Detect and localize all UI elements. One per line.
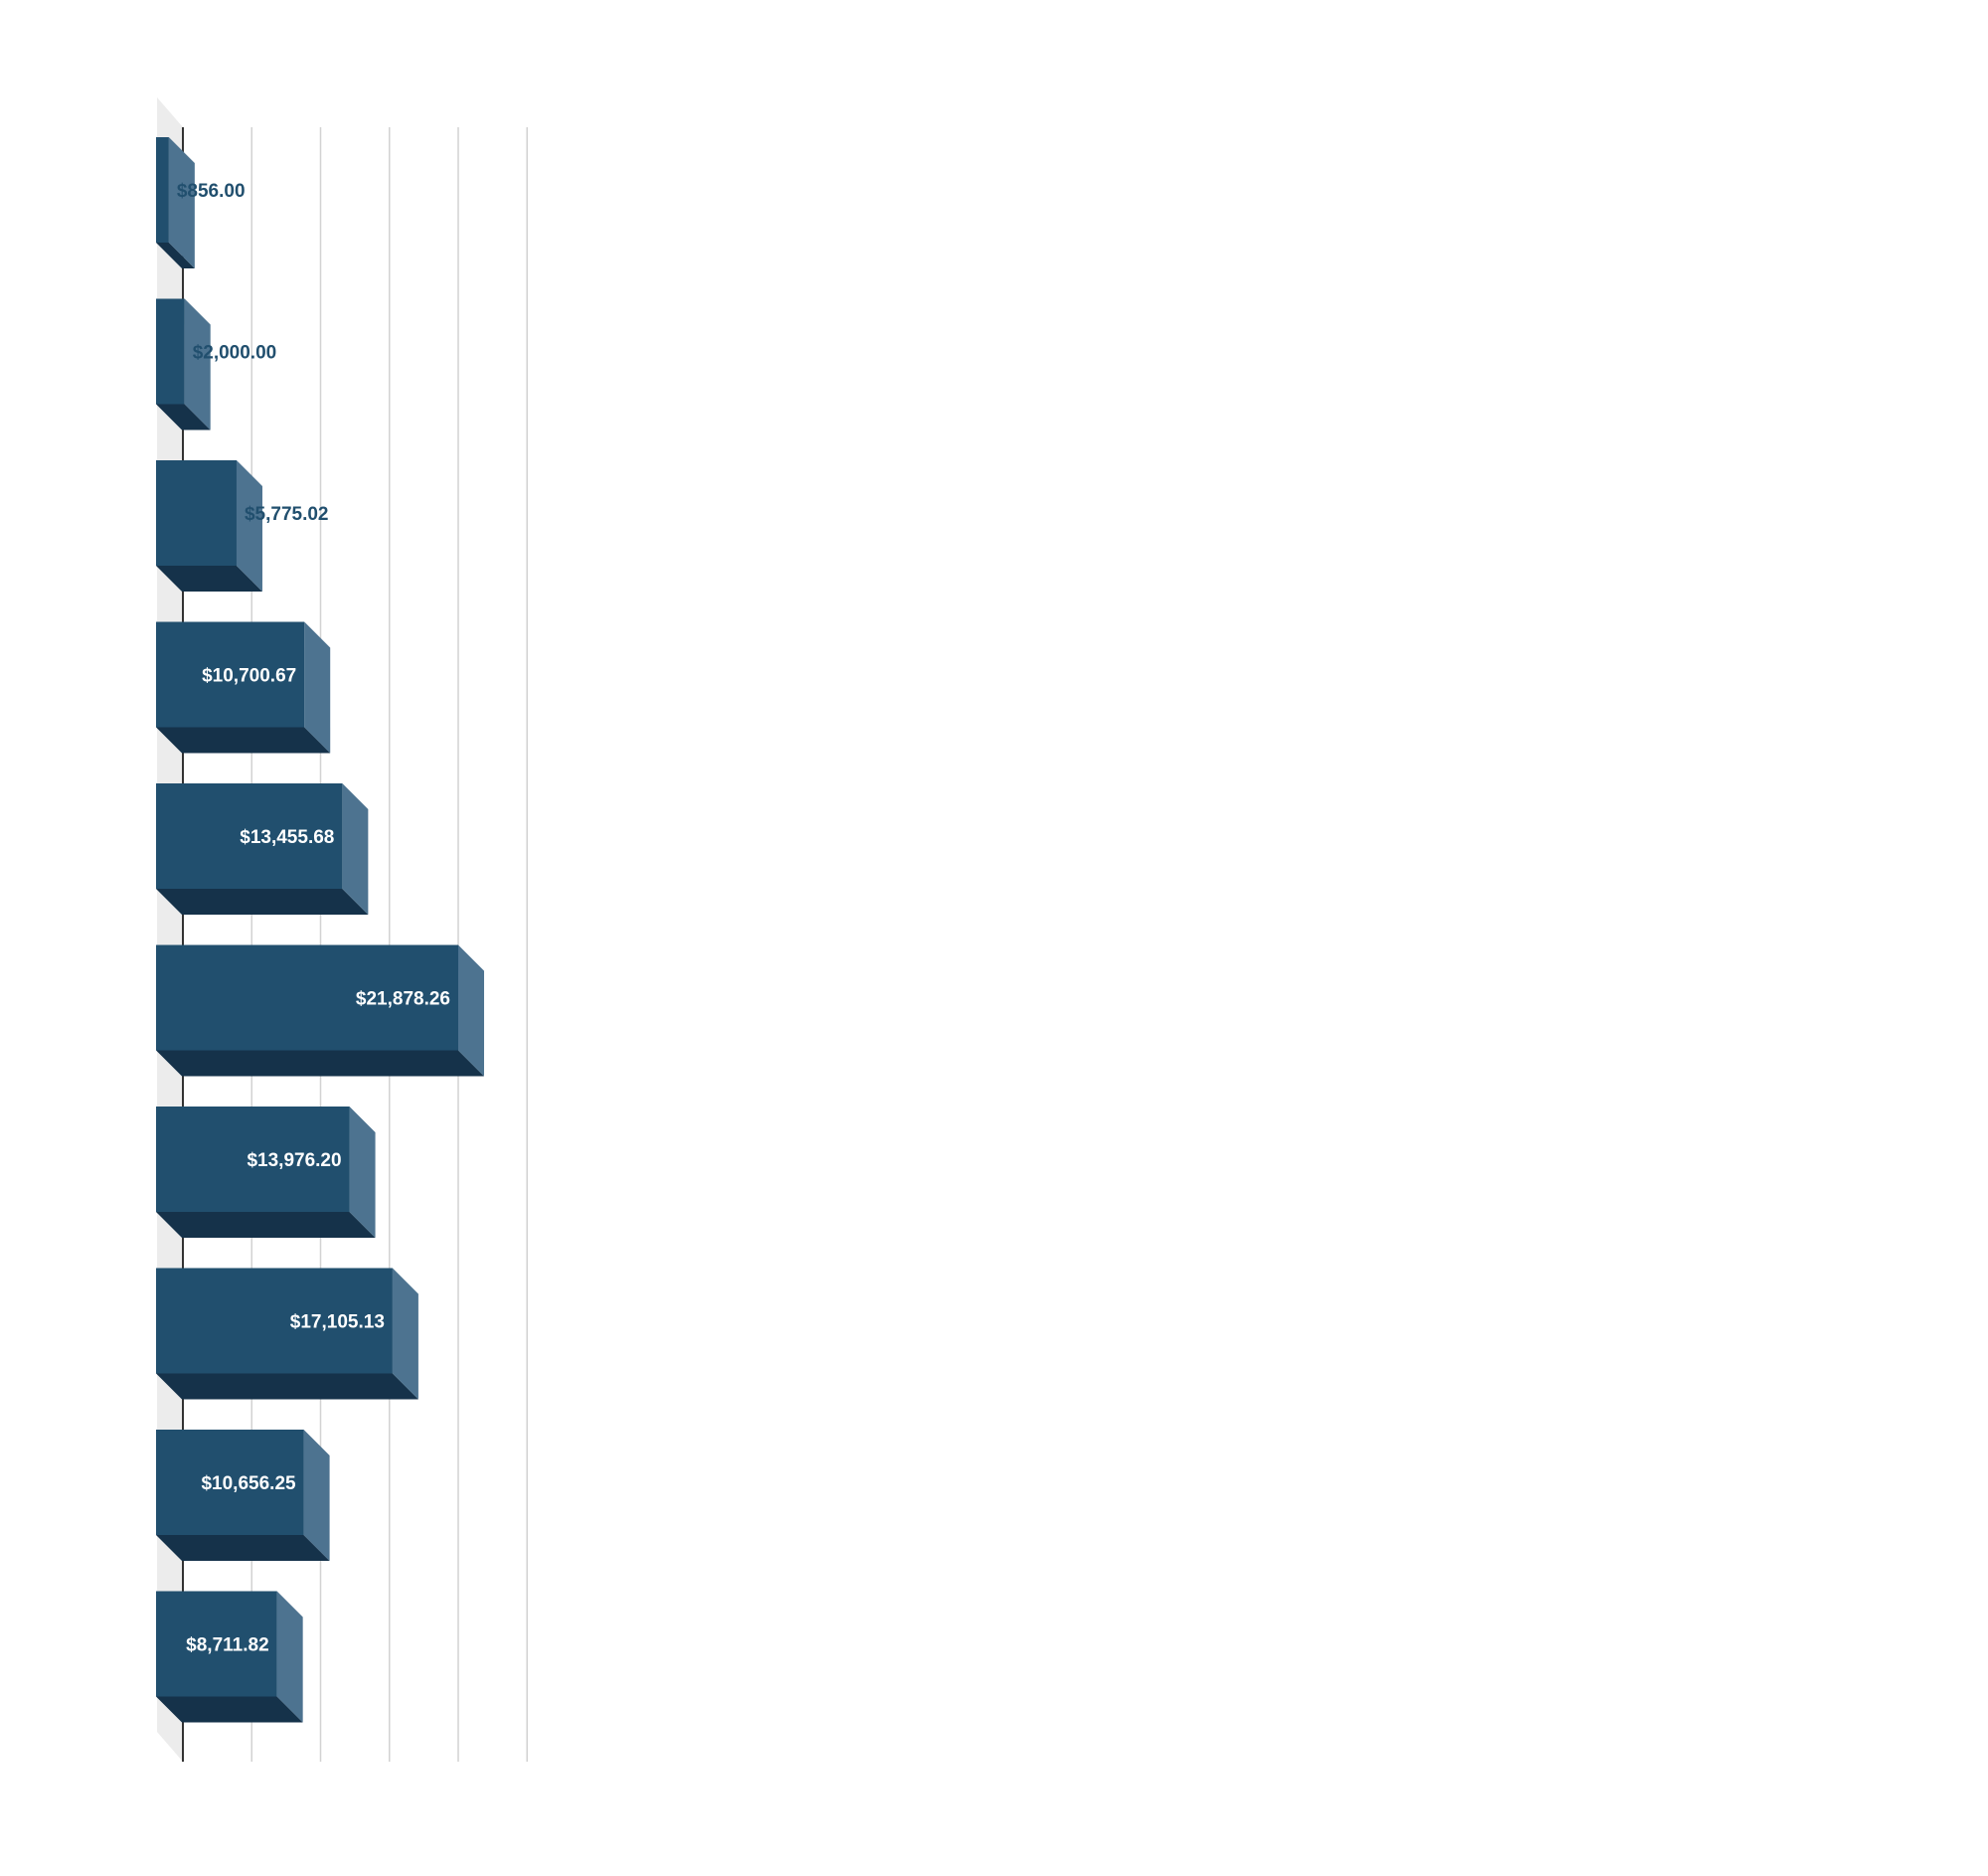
- bar-bottom-face: [156, 566, 262, 592]
- bar: [156, 783, 343, 889]
- data-label: $13,976.20: [247, 1150, 341, 1171]
- bar-side-face: [236, 460, 262, 592]
- bar: [156, 944, 459, 1051]
- bar-side-face: [276, 1591, 303, 1723]
- data-label: $8,711.82: [186, 1635, 268, 1656]
- bar-side-face: [349, 1107, 376, 1238]
- data-label: $2,000.00: [193, 343, 277, 364]
- bar-side-face: [303, 1430, 330, 1561]
- bar: [156, 1430, 304, 1535]
- bar-side-face: [184, 298, 211, 430]
- bar: [156, 1591, 277, 1697]
- data-label: $5,775.02: [245, 504, 329, 525]
- bar: [156, 621, 305, 728]
- bar-side-face: [342, 783, 369, 915]
- bar-bottom-face: [156, 243, 195, 268]
- bar: [156, 298, 185, 405]
- bar-bottom-face: [156, 404, 211, 430]
- data-label: $17,105.13: [290, 1312, 385, 1333]
- bar-bottom-face: [156, 1050, 485, 1077]
- bar-bottom-face: [156, 727, 331, 754]
- bar: [156, 1107, 350, 1212]
- data-label: $13,455.68: [240, 827, 334, 848]
- bar: [156, 1268, 393, 1374]
- bar: [156, 137, 169, 243]
- bar-side-face: [304, 621, 331, 754]
- data-label: $21,878.26: [356, 989, 450, 1010]
- data-label: $10,656.25: [201, 1473, 296, 1494]
- bar-side-face: [392, 1268, 418, 1400]
- bar-side-face: [458, 944, 485, 1077]
- data-label: $10,700.67: [202, 666, 296, 687]
- bar-side-face: [168, 137, 195, 268]
- bar-bottom-face: [156, 889, 369, 915]
- bar-bottom-face: [156, 1535, 330, 1561]
- bar: [156, 460, 237, 566]
- bar-bottom-face: [156, 1212, 376, 1238]
- bar-bottom-face: [156, 1696, 303, 1723]
- data-label: $856.00: [177, 181, 246, 202]
- bar-bottom-face: [156, 1373, 418, 1400]
